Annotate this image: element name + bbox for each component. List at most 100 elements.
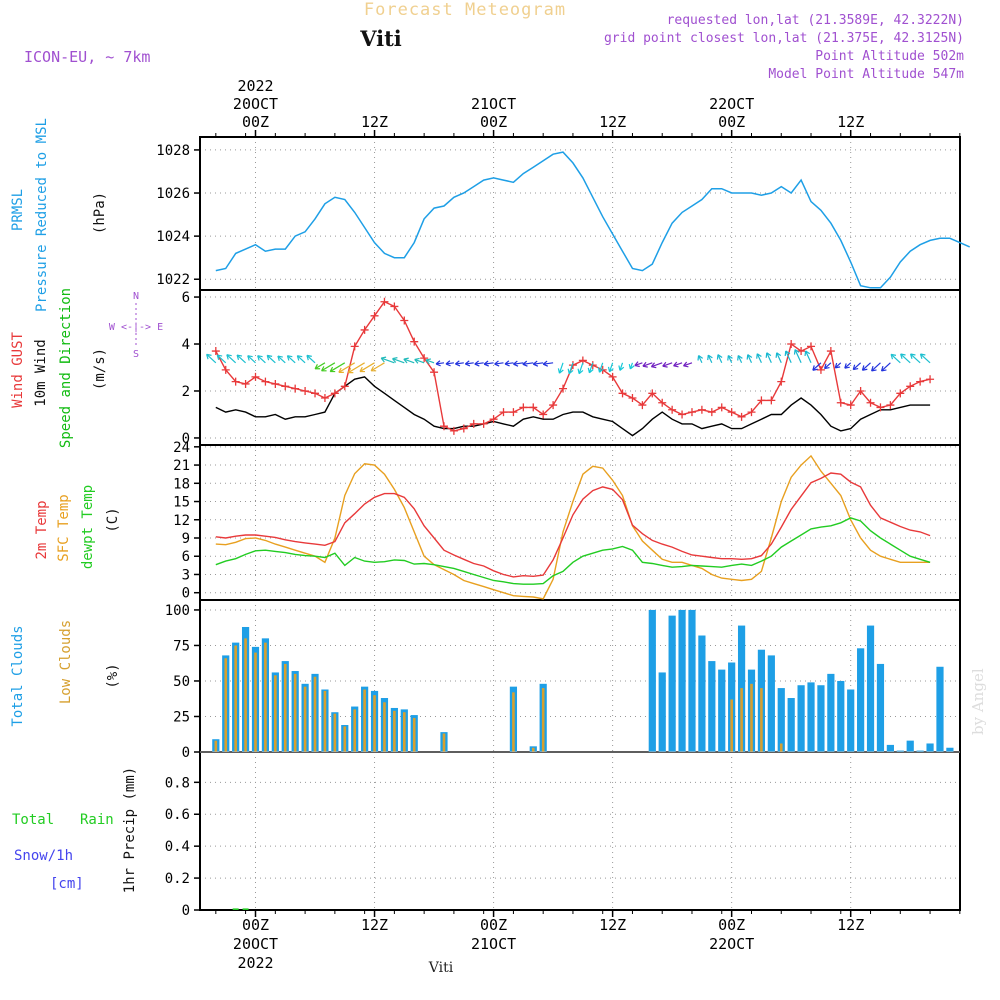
wind-direction-arrow: [588, 362, 594, 373]
y-tick-label: 0: [182, 586, 190, 602]
total-cloud-bar: [688, 609, 696, 752]
wind-arrow-head: [756, 353, 762, 359]
total-cloud-bar: [817, 685, 825, 752]
wind-arrow-head: [266, 354, 273, 361]
prmsl-label: PRMSL: [10, 189, 26, 231]
wind-gust-marker: [608, 372, 617, 381]
low-cloud-bar: [313, 676, 317, 752]
wind-direction-arrow: [338, 362, 356, 373]
wind-direction-arrow: [287, 355, 296, 364]
low-cloud-bar: [740, 688, 743, 752]
wind-arrow-head: [314, 364, 321, 370]
wind-gust-marker: [370, 311, 379, 320]
wind-gust-marker: [628, 394, 637, 403]
model-label: ICON-EU, ~ 7km: [24, 48, 150, 66]
wind-gust-marker: [568, 361, 577, 370]
total-cloud-bar: [797, 685, 805, 752]
wind-arrow-head: [765, 352, 772, 358]
wind-arrow-head: [784, 350, 791, 357]
wind-arrow-head: [522, 360, 528, 367]
wind-arrow-head: [577, 368, 584, 375]
wind-arrow-head: [206, 353, 212, 360]
wind-gust-marker: [737, 412, 746, 421]
percent-unit-label: (%): [105, 663, 121, 688]
low-cloud-bar: [393, 710, 396, 752]
wind-speed-direction-label: Speed and Direction: [58, 288, 74, 448]
y-tick-label: 50: [173, 674, 190, 690]
temp-2m-line: [215, 472, 931, 578]
time-label-top: 12Z: [599, 113, 626, 131]
wind-gust-marker: [330, 389, 339, 398]
y-tick-label: 15: [173, 495, 190, 511]
time-label-bottom: 12Z: [599, 916, 626, 934]
wind-direction-arrow: [844, 362, 852, 369]
panel-frame: [199, 751, 961, 911]
wind-direction-arrow: [634, 362, 643, 367]
wind-gust-marker: [777, 377, 786, 386]
wind-arrow-head: [919, 353, 926, 359]
wind-gust-marker: [549, 401, 558, 410]
y-tick-label: 1026: [156, 186, 190, 202]
low-cloud-bar: [274, 675, 277, 752]
total-cloud-bar: [876, 663, 885, 752]
wind-direction-arrow: [257, 355, 266, 364]
wind-arrow-head: [804, 350, 811, 357]
wind-arrow-head: [403, 357, 409, 364]
wind-direction-arrow: [737, 355, 743, 364]
low-cloud-bar: [750, 683, 753, 752]
low-cloud-bar: [333, 713, 337, 752]
wind-gust-marker: [241, 379, 250, 388]
wind-gust-marker: [757, 396, 766, 405]
low-cloud-bar: [442, 733, 446, 752]
wind-arrow-head: [634, 361, 640, 368]
wind-direction-arrow: [392, 358, 405, 364]
wind-gust-marker: [449, 426, 458, 435]
snow-unit-label: [cm]: [50, 876, 84, 892]
wind-direction-arrow: [794, 349, 802, 364]
wind-arrow-head: [321, 366, 327, 372]
y-tick-label: 0.2: [165, 871, 190, 887]
wind-gust-marker: [291, 384, 300, 393]
time-label-bottom: 12Z: [837, 916, 864, 934]
model-altitude: Model Point Altitude 547m: [768, 67, 964, 82]
wind-direction-arrow: [216, 354, 227, 364]
wind-direction-arrow: [852, 362, 862, 371]
wind-direction-arrow: [619, 362, 624, 371]
y-tick-label: 75: [173, 638, 190, 654]
wind-arrow-head: [683, 361, 689, 368]
wind-arrow-head: [338, 367, 344, 373]
wind-gust-marker: [469, 419, 478, 428]
wind-direction-arrow: [445, 362, 454, 365]
total-clouds-label: Total Clouds: [10, 625, 26, 726]
wind-arrow-head: [812, 365, 818, 371]
total-cloud-bar: [946, 747, 954, 752]
y-tick-label: 3: [182, 567, 190, 583]
wind-arrow-head: [513, 360, 519, 367]
wind-arrow-head: [716, 354, 723, 360]
wind-arrow-head: [494, 360, 500, 367]
pressure-line: [215, 151, 970, 289]
y-tick-label: 2: [182, 384, 190, 400]
wind-gust-marker: [281, 382, 290, 391]
wind-arrow-head: [650, 362, 657, 369]
y-tick-label: 12: [173, 513, 190, 529]
wind-arrow-head: [257, 355, 263, 361]
wind-gust-marker: [311, 389, 320, 398]
total-cloud-bar: [787, 698, 795, 752]
wind-arrow-head: [236, 354, 243, 361]
rain-bar: [242, 908, 249, 910]
wind-10m-line: [215, 376, 931, 437]
low-cloud-bar: [264, 642, 267, 752]
wind-arrow-head: [296, 355, 303, 361]
wind-arrow-head: [880, 365, 887, 372]
low-cloud-bar: [512, 692, 515, 752]
wind-arrow-head: [464, 360, 471, 367]
low-cloud-bar: [224, 658, 228, 752]
wind-direction-arrow: [474, 362, 484, 365]
wind-direction-arrow: [920, 353, 931, 364]
temp-sfc-label: SFC Temp: [56, 494, 72, 561]
wind-gust-marker: [221, 365, 230, 374]
pressure-msl-label: Pressure Reduced to MSL: [34, 118, 50, 312]
wind-arrow-head: [329, 366, 336, 373]
